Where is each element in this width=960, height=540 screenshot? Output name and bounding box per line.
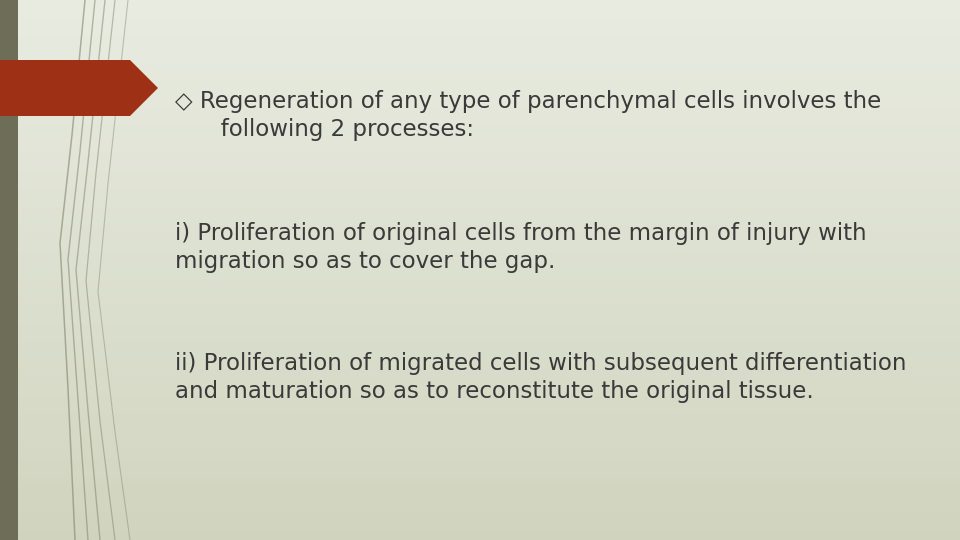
Text: migration so as to cover the gap.: migration so as to cover the gap. — [175, 250, 556, 273]
FancyBboxPatch shape — [0, 360, 960, 369]
FancyBboxPatch shape — [0, 531, 960, 540]
FancyBboxPatch shape — [0, 405, 960, 414]
FancyBboxPatch shape — [0, 144, 960, 153]
FancyBboxPatch shape — [0, 117, 960, 126]
FancyBboxPatch shape — [0, 513, 960, 522]
FancyBboxPatch shape — [0, 369, 960, 378]
FancyBboxPatch shape — [0, 72, 960, 81]
FancyBboxPatch shape — [0, 468, 960, 477]
FancyBboxPatch shape — [0, 270, 960, 279]
FancyBboxPatch shape — [0, 495, 960, 504]
FancyBboxPatch shape — [0, 27, 960, 36]
FancyBboxPatch shape — [0, 324, 960, 333]
FancyBboxPatch shape — [0, 342, 960, 351]
FancyBboxPatch shape — [0, 486, 960, 495]
FancyBboxPatch shape — [0, 126, 960, 135]
Text: following 2 processes:: following 2 processes: — [199, 118, 474, 141]
FancyBboxPatch shape — [0, 207, 960, 216]
FancyBboxPatch shape — [0, 441, 960, 450]
FancyBboxPatch shape — [0, 0, 18, 540]
FancyBboxPatch shape — [0, 135, 960, 144]
FancyBboxPatch shape — [0, 171, 960, 180]
Text: i) Proliferation of original cells from the margin of injury with: i) Proliferation of original cells from … — [175, 222, 867, 245]
FancyBboxPatch shape — [0, 297, 960, 306]
Text: ◇ Regeneration of any type of parenchymal cells involves the: ◇ Regeneration of any type of parenchyma… — [175, 90, 881, 113]
FancyBboxPatch shape — [0, 504, 960, 513]
FancyBboxPatch shape — [0, 153, 960, 162]
FancyBboxPatch shape — [0, 261, 960, 270]
FancyBboxPatch shape — [0, 99, 960, 108]
FancyBboxPatch shape — [0, 477, 960, 486]
Text: and maturation so as to reconstitute the original tissue.: and maturation so as to reconstitute the… — [175, 380, 814, 403]
FancyBboxPatch shape — [0, 162, 960, 171]
FancyBboxPatch shape — [0, 414, 960, 423]
FancyBboxPatch shape — [0, 63, 960, 72]
FancyBboxPatch shape — [0, 0, 960, 9]
FancyBboxPatch shape — [0, 45, 960, 54]
FancyBboxPatch shape — [0, 216, 960, 225]
FancyBboxPatch shape — [0, 351, 960, 360]
FancyBboxPatch shape — [0, 180, 960, 189]
FancyBboxPatch shape — [0, 225, 960, 234]
FancyBboxPatch shape — [0, 198, 960, 207]
FancyBboxPatch shape — [0, 432, 960, 441]
Polygon shape — [0, 60, 158, 116]
FancyBboxPatch shape — [0, 36, 960, 45]
FancyBboxPatch shape — [0, 18, 960, 27]
FancyBboxPatch shape — [0, 333, 960, 342]
FancyBboxPatch shape — [0, 423, 960, 432]
FancyBboxPatch shape — [0, 396, 960, 405]
FancyBboxPatch shape — [0, 279, 960, 288]
FancyBboxPatch shape — [0, 189, 960, 198]
FancyBboxPatch shape — [0, 450, 960, 459]
FancyBboxPatch shape — [0, 378, 960, 387]
FancyBboxPatch shape — [0, 252, 960, 261]
FancyBboxPatch shape — [0, 387, 960, 396]
FancyBboxPatch shape — [0, 315, 960, 324]
FancyBboxPatch shape — [0, 306, 960, 315]
FancyBboxPatch shape — [0, 90, 960, 99]
FancyBboxPatch shape — [0, 54, 960, 63]
FancyBboxPatch shape — [0, 108, 960, 117]
FancyBboxPatch shape — [0, 234, 960, 243]
FancyBboxPatch shape — [0, 288, 960, 297]
Text: ii) Proliferation of migrated cells with subsequent differentiation: ii) Proliferation of migrated cells with… — [175, 352, 906, 375]
FancyBboxPatch shape — [0, 243, 960, 252]
FancyBboxPatch shape — [0, 459, 960, 468]
FancyBboxPatch shape — [0, 522, 960, 531]
FancyBboxPatch shape — [0, 9, 960, 18]
FancyBboxPatch shape — [0, 81, 960, 90]
